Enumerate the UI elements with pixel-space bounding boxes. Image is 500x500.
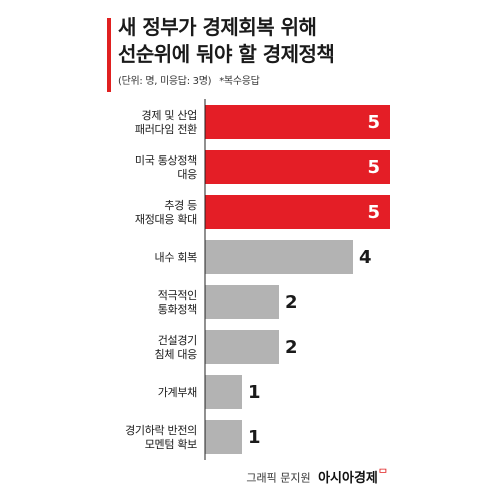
category-label-2-1: 재정대응 확대	[135, 213, 197, 226]
category-label-0-1: 패러다임 전환	[135, 123, 197, 136]
brand-mark-icon: ᄆ	[377, 467, 388, 481]
chart-note: (단위: 명, 미응답: 3명) *복수응답	[118, 72, 260, 87]
footer-credit: 그래픽 문지원 아시아경제ᄆ	[246, 465, 388, 486]
category-label-7-1: 모멘텀 확보	[145, 438, 197, 451]
bar-7	[205, 420, 242, 454]
bar-3	[205, 240, 353, 274]
category-label-6-0: 가계부채	[158, 386, 197, 399]
value-label-7: 1	[248, 427, 261, 448]
value-label-3: 4	[359, 247, 372, 268]
category-label-4-0: 적극적인	[158, 289, 197, 302]
unit-note: (단위: 명, 미응답: 3명)	[118, 76, 212, 87]
value-label-0: 5	[367, 112, 380, 133]
bar-5	[205, 330, 279, 364]
value-label-1: 5	[367, 157, 380, 178]
brand-logo: 아시아경제	[318, 471, 378, 486]
value-label-5: 2	[285, 337, 298, 358]
category-label-3-0: 내수 회복	[155, 251, 198, 264]
bar-1	[205, 150, 390, 184]
multiple-response-note: *복수응답	[219, 76, 260, 87]
category-label-2-0: 추경 등	[164, 199, 197, 212]
category-label-1-0: 미국 통상정책	[135, 154, 197, 167]
value-label-2: 5	[367, 202, 380, 223]
category-label-1-1: 대응	[177, 168, 197, 181]
category-label-0-0: 경제 및 산업	[142, 109, 198, 122]
value-label-6: 1	[248, 382, 261, 403]
category-label-5-1: 침체 대응	[155, 348, 198, 361]
title-line-2: 선순위에 둬야 할 경제정책	[118, 42, 335, 66]
category-label-4-1: 통화정책	[158, 303, 197, 316]
graphic-credit: 그래픽 문지원	[246, 472, 311, 485]
bar-6	[205, 375, 242, 409]
bar-2	[205, 195, 390, 229]
bar-0	[205, 105, 390, 139]
bar-4	[205, 285, 279, 319]
value-label-4: 2	[285, 292, 298, 313]
title-line-1: 새 정부가 경제회복 위해	[118, 15, 317, 39]
category-label-5-0: 건설경기	[158, 334, 197, 347]
category-label-7-0: 경기하락 반전의	[125, 423, 197, 437]
chart-title: 새 정부가 경제회복 위해 선순위에 둬야 할 경제정책	[118, 14, 335, 68]
title-accent-bar	[107, 18, 111, 92]
